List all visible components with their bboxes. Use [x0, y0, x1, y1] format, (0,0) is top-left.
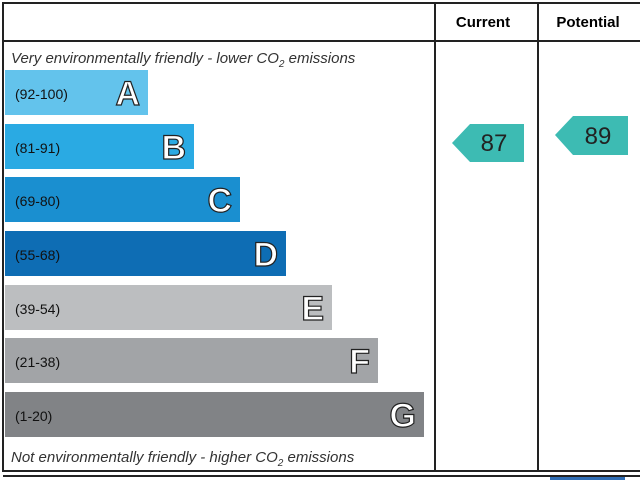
note-subscript: 2	[278, 59, 285, 70]
note-part: Not environmentally friendly - higher CO	[11, 449, 278, 466]
note-part: emissions	[283, 449, 354, 466]
note-subscript: 2	[277, 458, 284, 469]
band	[5, 392, 424, 437]
band-range: (81-91)	[15, 140, 60, 156]
top-note: Very environmentally friendly - lower CO…	[11, 50, 356, 70]
band-range: (69-80)	[15, 193, 60, 209]
band-letter: E	[301, 290, 324, 328]
band	[5, 124, 194, 169]
bottom-note: Not environmentally friendly - higher CO…	[11, 449, 355, 469]
band	[5, 231, 286, 276]
potential-arrow	[555, 116, 628, 155]
note-part: emissions	[284, 50, 355, 67]
potential-header: Potential	[556, 14, 619, 31]
band-letter: A	[115, 75, 140, 113]
note-part: Very environmentally friendly - lower CO	[11, 50, 279, 67]
band-letter: B	[161, 129, 186, 167]
band-range: (21-38)	[15, 354, 60, 370]
band-letter: F	[349, 343, 370, 381]
band-letter: C	[207, 182, 232, 220]
band	[5, 70, 148, 115]
band-range: (39-54)	[15, 301, 60, 317]
band	[5, 338, 378, 383]
band-letter: D	[253, 236, 278, 274]
band	[5, 285, 332, 330]
footer-badge	[550, 477, 625, 480]
bands: (92-100) A (81-91) B (69-80) C (55-68) D (39-54)…	[5, 70, 424, 437]
potential-value: 89	[585, 123, 612, 150]
current-arrow	[452, 124, 524, 162]
frame	[2, 2, 640, 472]
current-value: 87	[481, 130, 508, 157]
band-range: (55-68)	[15, 247, 60, 263]
band-letter: G	[390, 397, 416, 435]
current-header: Current	[456, 14, 510, 31]
band-range: (92-100)	[15, 86, 68, 102]
band-range: (1-20)	[15, 408, 52, 424]
band	[5, 177, 240, 222]
